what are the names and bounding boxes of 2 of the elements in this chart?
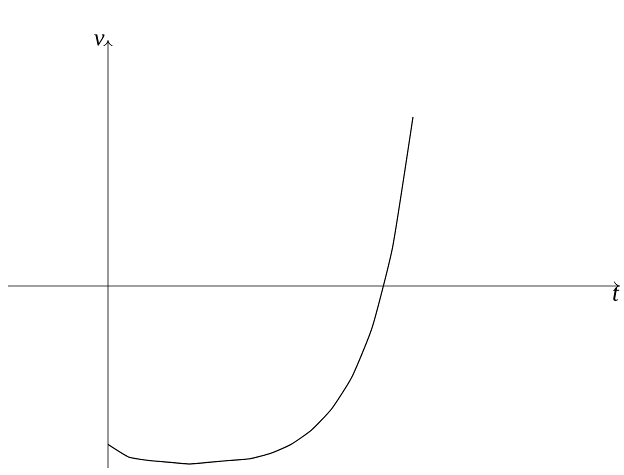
y-axis-title: v	[94, 34, 104, 46]
text: t	[613, 287, 620, 301]
